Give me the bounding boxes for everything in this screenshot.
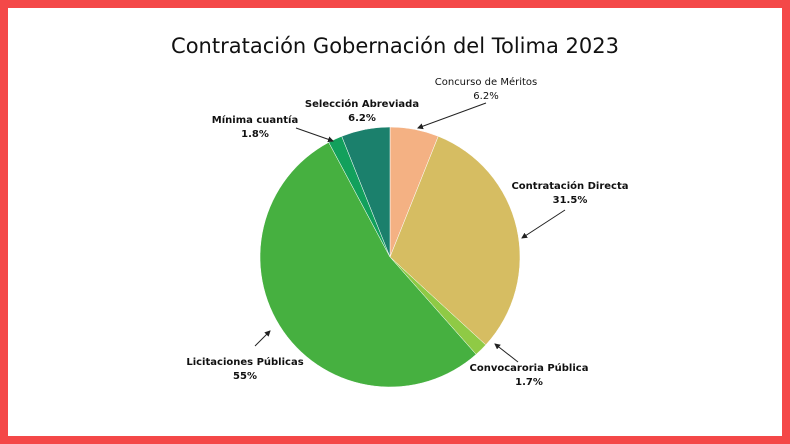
- label-arrow: [295, 127, 334, 143]
- slice-label: Selección Abreviada: [305, 98, 419, 110]
- slice-label: Mínima cuantía: [212, 114, 298, 126]
- label-arrow: [254, 330, 271, 347]
- pie-slice: [259, 142, 477, 388]
- slice-label: Convocaroria Pública: [470, 362, 589, 374]
- slice-value-label: 6.2%: [473, 91, 498, 102]
- slice-label: Concurso de Méritos: [435, 76, 538, 88]
- slice-value-label: 1.8%: [241, 129, 269, 140]
- slice-value-label: 6.2%: [348, 113, 376, 124]
- label-arrow: [494, 343, 519, 363]
- slice-value-label: 31.5%: [553, 195, 588, 206]
- label-arrow: [521, 209, 566, 239]
- slice-label: Licitaciones Públicas: [186, 356, 303, 368]
- chart-title: Contratación Gobernación del Tolima 2023: [171, 34, 619, 58]
- slice-label: Contratación Directa: [511, 180, 628, 192]
- slice-value-label: 55%: [233, 371, 257, 382]
- pie-slice: [389, 135, 521, 346]
- slice-value-label: 1.7%: [515, 377, 543, 388]
- label-arrow: [417, 102, 487, 130]
- pie-slice: [341, 126, 391, 258]
